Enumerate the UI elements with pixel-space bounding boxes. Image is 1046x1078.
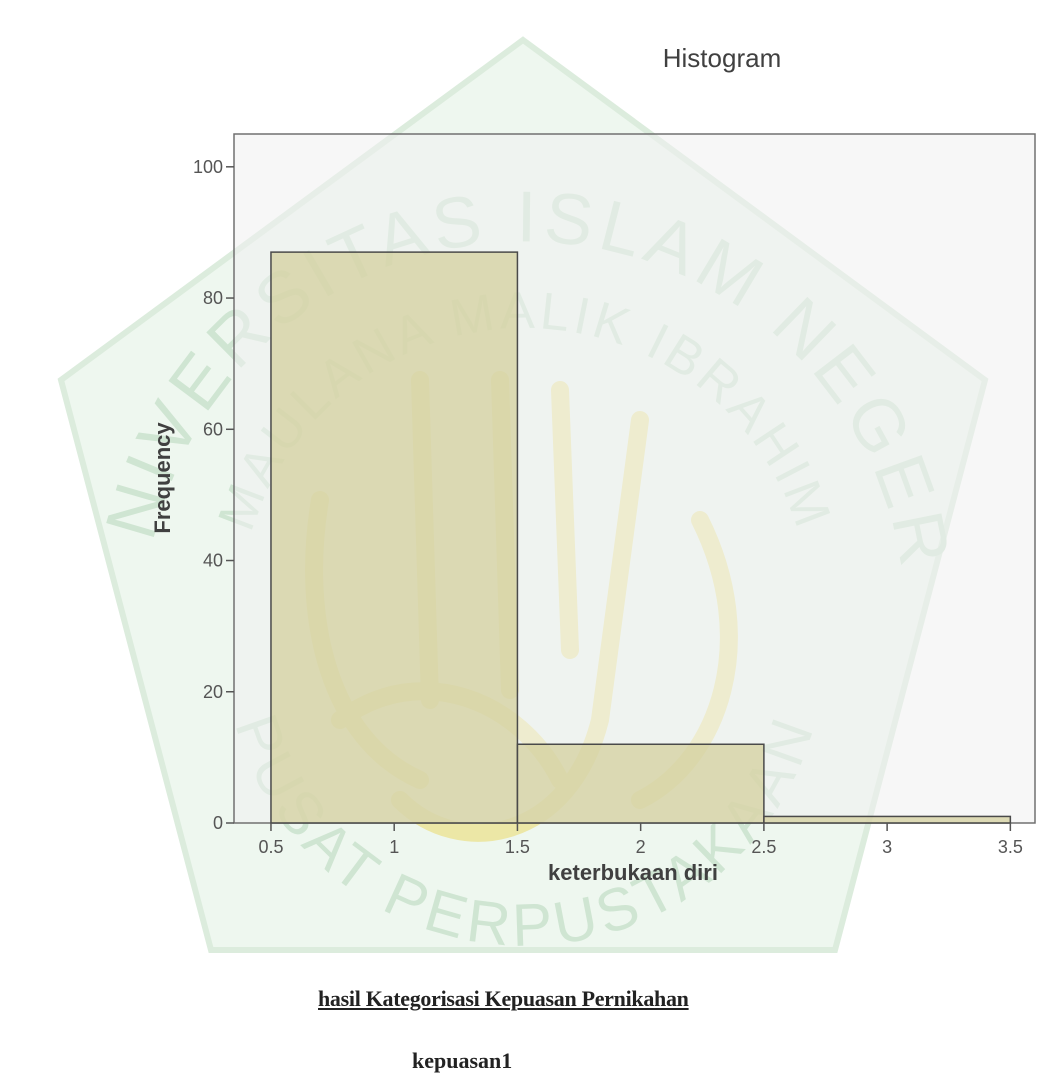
- y-axis-label: Frequency: [150, 422, 175, 534]
- y-tick-label-3: 60: [203, 419, 223, 439]
- section-subheading: kepuasan1: [412, 1048, 513, 1073]
- x-tick-label-2: 1.5: [505, 837, 530, 857]
- x-tick-label-5: 3: [882, 837, 892, 857]
- x-axis: 0.5 1 1.5 2 2.5 3 3.5: [258, 823, 1023, 857]
- y-tick-label-5: 100: [193, 157, 223, 177]
- y-tick-label-2: 40: [203, 551, 223, 571]
- x-tick-label-4: 2.5: [751, 837, 776, 857]
- x-tick-label-6: 3.5: [998, 837, 1023, 857]
- y-tick-label-4: 80: [203, 288, 223, 308]
- histogram-bar-3: [763, 815, 1012, 824]
- x-tick-label-0: 0.5: [258, 837, 283, 857]
- histogram-bar-1: [270, 251, 519, 824]
- x-tick-label-3: 2: [636, 837, 646, 857]
- section-heading: hasil Kategorisasi Kepuasan Pernikahan: [318, 986, 689, 1011]
- chart-title: Histogram: [663, 43, 781, 73]
- histogram-bar-2: [516, 743, 765, 824]
- y-tick-label-0: 0: [213, 813, 223, 833]
- x-tick-label-1: 1: [389, 837, 399, 857]
- histogram-chart: Histogram 0 20 40 60 80 100 0.5 1 1.5 2 2.5 3 3.5 F…: [150, 43, 1036, 880]
- y-tick-label-1: 20: [203, 682, 223, 702]
- y-axis: 0 20 40 60 80 100: [193, 157, 234, 833]
- x-axis-label: keterbukaan diri: [548, 860, 718, 880]
